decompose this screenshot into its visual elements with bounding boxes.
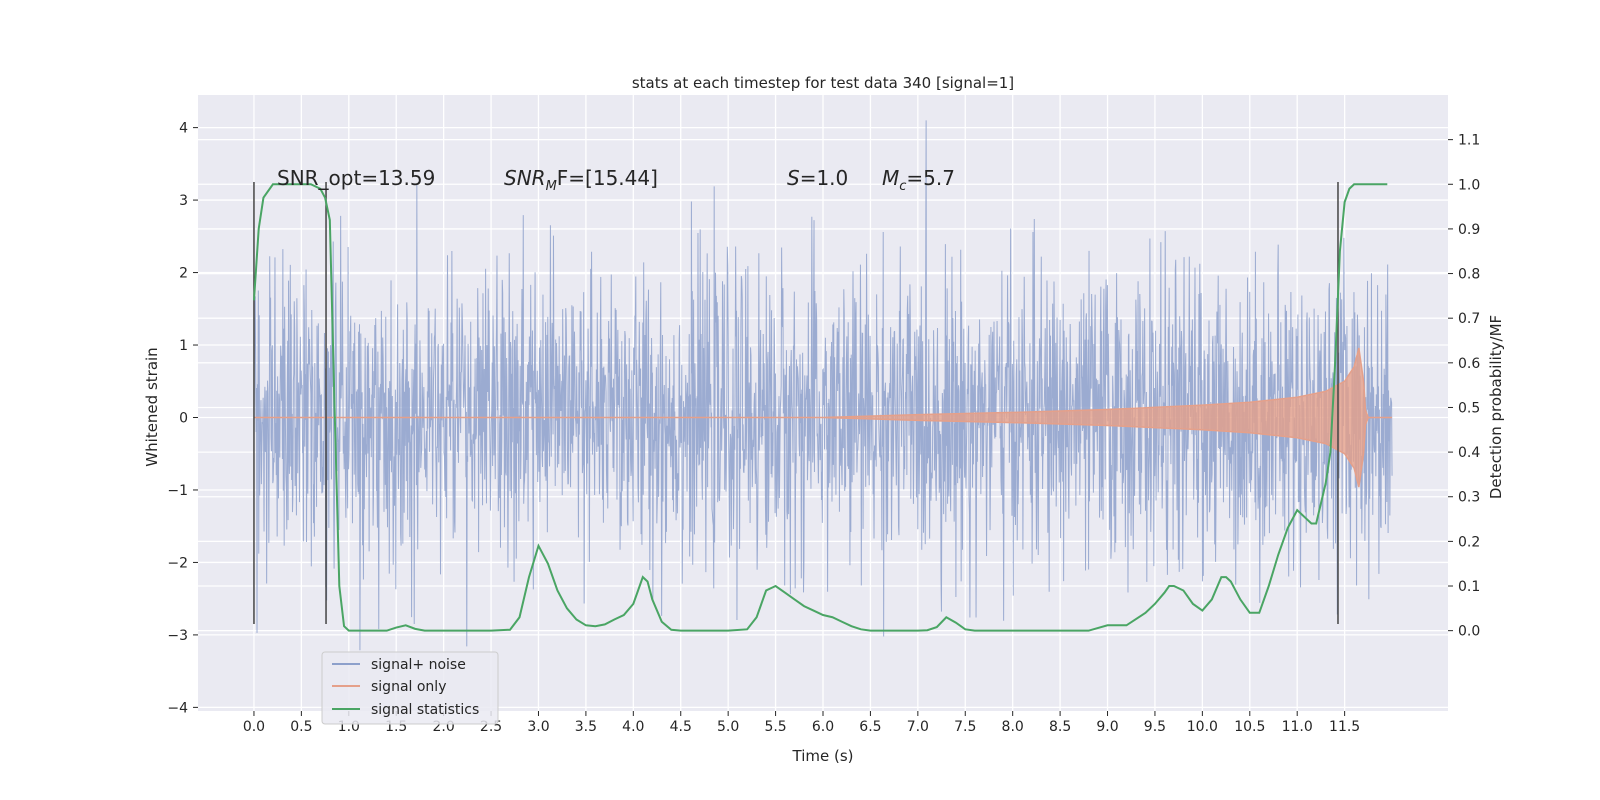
legend-frame xyxy=(321,651,499,725)
right-tick-label: 0.9 xyxy=(1458,222,1480,238)
right-tick-label: 0.7 xyxy=(1458,311,1480,327)
annotation-s-value: =1.0 xyxy=(800,166,849,190)
y-tick-label: 2 xyxy=(179,266,188,282)
x-tick-label: 7.0 xyxy=(907,719,929,735)
right-axis-ticks: 1.1 1.0 0.9 0.8 0.7 0.6 0.5 0.4 0.3 0.2 0.1 0.0 xyxy=(1448,133,1480,640)
x-tick-label: 0.0 xyxy=(243,719,265,735)
x-tick-label: 8.5 xyxy=(1049,719,1071,735)
y-tick-label: −4 xyxy=(167,700,188,716)
signal-statistics-line xyxy=(252,183,1388,632)
legend-label-signal-only: signal only xyxy=(371,679,446,695)
x-tick-label: 6.5 xyxy=(859,719,881,735)
right-tick-label: 1.1 xyxy=(1458,133,1480,149)
annotation-mc-symbol: M xyxy=(882,166,899,190)
annotation-s: S=1.0 xyxy=(787,166,848,190)
right-tick-label: 1.0 xyxy=(1458,177,1480,193)
signal-noise-trace xyxy=(253,120,1393,651)
legend: signal+ noise signal only signal statist… xyxy=(321,651,499,725)
legend-label-signal-statistics: signal statistics xyxy=(371,702,479,718)
y-axis-label: Whitened strain xyxy=(143,347,161,466)
right-tick-label: 0.5 xyxy=(1458,400,1480,416)
y-axis-ticks: 4 3 2 1 0 −1 −2 −3 −4 xyxy=(167,121,198,716)
y-tick-label: 1 xyxy=(179,338,188,354)
signal-only-band xyxy=(253,347,1393,488)
chart-title: stats at each timestep for test data 340… xyxy=(632,74,1014,92)
x-tick-label: 7.5 xyxy=(954,719,976,735)
legend-label-signal-noise: signal+ noise xyxy=(371,657,466,673)
right-tick-label: 0.1 xyxy=(1458,579,1480,595)
annotation-mc-value: =5.7 xyxy=(906,166,955,190)
annotation-snr-mf-value: F=[15.44] xyxy=(557,166,658,190)
x-tick-label: 10.5 xyxy=(1234,719,1265,735)
annotation-snr-subscript: M xyxy=(546,179,557,194)
x-tick-label: 5.0 xyxy=(717,719,739,735)
x-tick-label: 3.0 xyxy=(527,719,549,735)
x-axis-label: Time (s) xyxy=(792,747,854,765)
x-tick-label: 4.5 xyxy=(670,719,692,735)
y-tick-label: 4 xyxy=(179,121,188,137)
x-tick-label: 3.5 xyxy=(575,719,597,735)
right-tick-label: 0.4 xyxy=(1458,445,1480,461)
signal-statistics-series xyxy=(252,183,1388,632)
annotation-snr-opt: SNR_opt=13.59 xyxy=(277,166,435,190)
right-tick-label: 0.3 xyxy=(1458,490,1480,506)
vertical-markers xyxy=(253,181,1339,625)
y-tick-label: −2 xyxy=(167,555,188,571)
annotation-s-symbol: S xyxy=(787,166,800,190)
x-tick-label: 9.5 xyxy=(1144,719,1166,735)
right-tick-label: 0.2 xyxy=(1458,534,1480,550)
right-axis-label: Detection probability/MF xyxy=(1487,315,1505,499)
x-tick-label: 11.0 xyxy=(1282,719,1313,735)
right-tick-label: 0.8 xyxy=(1458,267,1480,283)
y-tick-label: 0 xyxy=(179,410,188,426)
signal-noise-series xyxy=(253,120,1393,651)
annotations: SNR_opt=13.59 SNRMF=[15.44] S=1.0 Mc=5.7 xyxy=(277,166,955,194)
x-tick-label: 6.0 xyxy=(812,719,834,735)
x-tick-label: 8.0 xyxy=(1002,719,1024,735)
y-tick-label: 3 xyxy=(179,193,188,209)
x-tick-label: 0.5 xyxy=(290,719,312,735)
x-tick-label: 5.5 xyxy=(764,719,786,735)
signal-only-series xyxy=(253,347,1393,488)
annotation-mc: Mc=5.7 xyxy=(882,166,955,194)
right-tick-label: 0.0 xyxy=(1458,624,1480,640)
annotation-snr-mf: SNRMF=[15.44] xyxy=(504,166,658,194)
annotation-snr-symbol: SNR xyxy=(504,166,546,190)
y-tick-label: −1 xyxy=(167,483,188,499)
right-tick-label: 0.6 xyxy=(1458,356,1480,372)
x-tick-label: 9.0 xyxy=(1096,719,1118,735)
x-axis-ticks: 0.0 0.5 1.0 1.5 2.0 2.5 3.0 3.5 4.0 4.5 5.0 5.5 6.0 6… xyxy=(243,711,1360,735)
y-tick-label: −3 xyxy=(167,628,188,644)
x-tick-label: 10.0 xyxy=(1187,719,1218,735)
annotation-mc-subscript: c xyxy=(899,179,906,194)
x-tick-label: 4.0 xyxy=(622,719,644,735)
x-tick-label: 11.5 xyxy=(1329,719,1360,735)
